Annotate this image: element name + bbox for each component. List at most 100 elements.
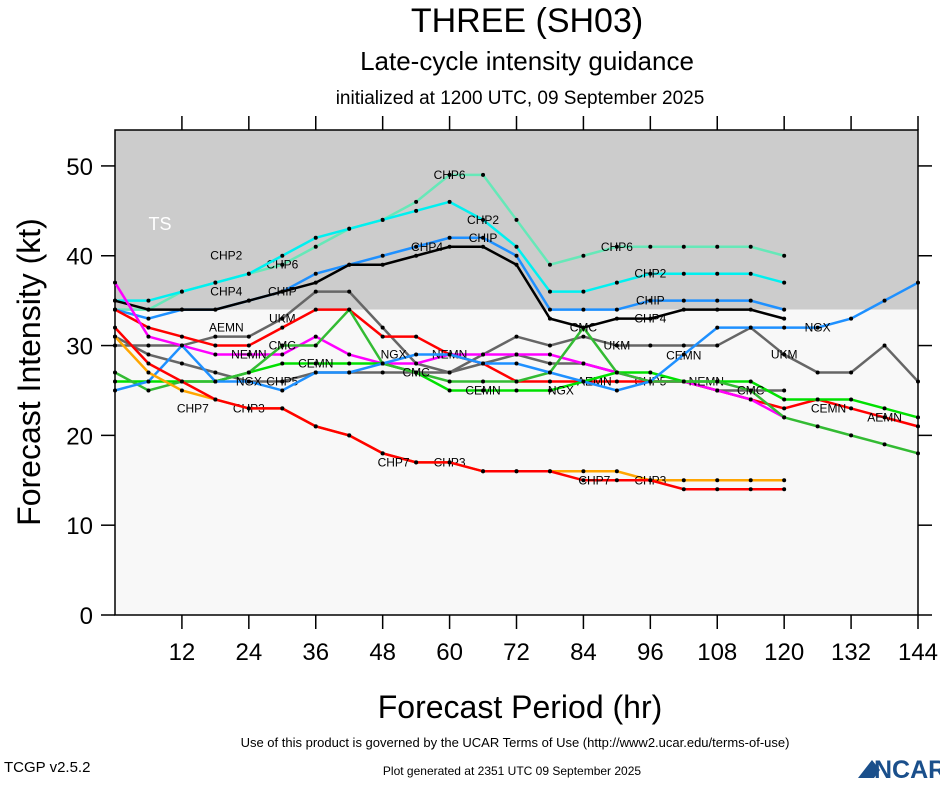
data-point <box>581 478 586 483</box>
data-point <box>380 253 385 258</box>
data-point <box>113 307 117 312</box>
data-point <box>715 388 720 393</box>
series-label: CMC <box>269 339 297 353</box>
data-point <box>146 352 151 357</box>
data-point <box>179 379 184 384</box>
data-point <box>849 316 854 321</box>
x-tick-label: 60 <box>436 639 463 666</box>
data-point <box>547 289 552 294</box>
series-label: UKM <box>269 312 296 326</box>
data-point <box>782 415 787 420</box>
series-label: NGX <box>548 383 574 397</box>
data-point <box>782 352 787 357</box>
data-point <box>414 370 419 375</box>
data-point <box>782 397 787 402</box>
data-point <box>414 244 419 249</box>
series-label: CHP4 <box>634 312 666 326</box>
version: TCGP v2.5.2 <box>4 759 90 776</box>
data-point <box>916 424 920 429</box>
series-chp4: CHP4 CHP4 CHP4 <box>113 240 787 330</box>
data-point <box>514 244 519 249</box>
data-point <box>815 325 820 330</box>
data-point <box>715 298 720 303</box>
data-point <box>447 379 452 384</box>
data-point <box>648 343 653 348</box>
data-point <box>179 361 184 366</box>
data-point <box>849 433 854 438</box>
data-point <box>547 361 552 366</box>
data-point <box>916 451 920 456</box>
data-point <box>146 361 151 366</box>
x-axis-label: Forecast Period (hr) <box>378 689 663 725</box>
data-point <box>347 307 352 312</box>
data-point <box>414 208 419 213</box>
data-point <box>514 352 519 357</box>
series-label: AEMN <box>867 410 902 424</box>
data-point <box>782 406 787 411</box>
data-point <box>481 388 486 393</box>
data-point <box>748 325 753 330</box>
series-label: UKM <box>604 339 631 353</box>
data-point <box>179 388 184 393</box>
data-point <box>614 316 619 321</box>
data-point <box>313 343 318 348</box>
data-point <box>447 352 452 357</box>
x-tick-label: 36 <box>302 639 329 666</box>
data-point <box>146 334 151 339</box>
series-label: NGX <box>236 374 262 388</box>
series-label: CMC <box>737 383 765 397</box>
data-point <box>514 217 519 222</box>
data-point <box>146 307 151 312</box>
data-point <box>614 280 619 285</box>
data-point <box>280 316 285 321</box>
series-label: CHP2 <box>467 213 499 227</box>
data-point <box>916 280 920 285</box>
data-point <box>246 298 251 303</box>
data-point <box>748 478 753 483</box>
series-label: CHP6 <box>434 168 466 182</box>
data-point <box>547 307 552 312</box>
data-point <box>782 316 787 321</box>
data-point <box>280 352 285 357</box>
data-point <box>916 379 920 384</box>
x-tick-label: 132 <box>831 639 871 666</box>
data-point <box>782 253 787 258</box>
data-point <box>715 271 720 276</box>
data-point <box>280 388 285 393</box>
data-point <box>681 352 686 357</box>
data-point <box>380 334 385 339</box>
data-point <box>849 397 854 402</box>
data-point <box>614 343 619 348</box>
data-point <box>146 343 151 348</box>
data-point <box>581 379 586 384</box>
data-point <box>313 271 318 276</box>
data-point <box>681 478 686 483</box>
data-point <box>748 271 753 276</box>
ncar-logo: NCAR <box>858 756 940 784</box>
data-point <box>146 370 151 375</box>
data-point <box>882 298 887 303</box>
data-point <box>481 235 486 240</box>
data-point <box>414 199 419 204</box>
data-point <box>748 379 753 384</box>
data-point <box>748 298 753 303</box>
data-point <box>313 244 318 249</box>
data-point <box>280 379 285 384</box>
x-tick-label: 120 <box>764 639 804 666</box>
data-point <box>380 217 385 222</box>
data-point <box>715 478 720 483</box>
data-point <box>280 343 285 348</box>
data-point <box>648 379 653 384</box>
data-point <box>347 433 352 438</box>
band-label: TS <box>148 214 171 234</box>
data-point <box>581 325 586 330</box>
data-point <box>113 388 117 393</box>
x-tick-label: 12 <box>169 639 196 666</box>
data-point <box>313 280 318 285</box>
data-point <box>113 325 117 330</box>
data-point <box>179 307 184 312</box>
generated-time: Plot generated at 2351 UTC 09 September … <box>383 764 641 778</box>
y-tick-label: 10 <box>66 513 93 540</box>
data-point <box>347 289 352 294</box>
